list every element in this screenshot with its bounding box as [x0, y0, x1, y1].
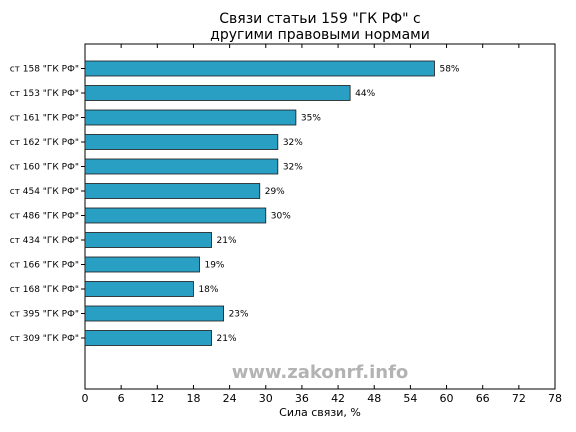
bar	[84, 305, 224, 322]
x-tick-label: 78	[548, 392, 562, 405]
category-label: ст 162 "ГК РФ"	[10, 138, 79, 148]
category-label: ст 166 "ГК РФ"	[10, 261, 79, 271]
x-tick-label: 54	[403, 392, 417, 405]
x-tick-label: 48	[367, 392, 381, 405]
bar	[84, 281, 194, 297]
x-axis-ticks: 0 6 12 18 24 30 36 42 48 54 60 66 72 78	[82, 44, 562, 405]
category-label: ст 160 "ГК РФ"	[10, 163, 79, 173]
x-tick-label: 6	[118, 392, 125, 405]
category-label: ст 454 "ГК РФ"	[10, 187, 79, 197]
value-label: 23%	[229, 310, 249, 320]
value-label: 19%	[204, 261, 224, 271]
value-label: 21%	[217, 334, 237, 344]
watermark-text: www.zakonrf.info	[232, 362, 409, 383]
chart-title-line-2: другими правовыми нормами	[210, 27, 430, 43]
category-label: ст 309 "ГК РФ"	[10, 334, 79, 344]
category-label: ст 486 "ГК РФ"	[10, 212, 79, 222]
bar	[84, 207, 267, 224]
bar	[84, 330, 212, 346]
category-label: ст 434 "ГК РФ"	[10, 236, 79, 246]
category-label: ст 168 "ГК РФ"	[10, 285, 79, 295]
value-label: 29%	[265, 187, 285, 197]
category-label: ст 395 "ГК РФ"	[10, 310, 79, 320]
x-tick-label: 0	[82, 392, 89, 405]
value-label: 32%	[283, 163, 303, 173]
x-tick-label: 18	[186, 392, 200, 405]
value-label: 44%	[355, 89, 375, 99]
x-tick-label: 24	[223, 392, 237, 405]
x-tick-label: 12	[150, 392, 164, 405]
value-label: 30%	[271, 212, 291, 222]
bar	[84, 109, 297, 126]
value-label: 35%	[301, 114, 321, 124]
bar	[84, 158, 279, 175]
bar	[84, 183, 261, 199]
x-tick-label: 30	[259, 392, 273, 405]
x-axis-label: Сила связи, %	[279, 406, 361, 419]
category-label: ст 153 "ГК РФ"	[10, 89, 79, 99]
value-label: 58%	[439, 65, 459, 75]
x-tick-label: 72	[512, 392, 526, 405]
value-label: 21%	[217, 236, 237, 246]
x-tick-label: 42	[331, 392, 345, 405]
chart-title-line-1: Связи статьи 159 "ГК РФ" с	[219, 11, 420, 27]
value-label: 18%	[198, 285, 218, 295]
value-label: 32%	[283, 138, 303, 148]
category-label: ст 158 "ГК РФ"	[10, 65, 79, 75]
x-tick-label: 66	[476, 392, 490, 405]
bar	[84, 60, 435, 77]
bar	[84, 85, 351, 101]
category-label: ст 161 "ГК РФ"	[10, 114, 79, 124]
bar	[84, 256, 200, 273]
bar	[84, 134, 279, 150]
x-tick-label: 60	[440, 392, 454, 405]
bars-group: ст 158 "ГК РФ" 58% ст 153 "ГК РФ" 44% ст 161…	[10, 60, 460, 346]
x-tick-label: 36	[295, 392, 309, 405]
bar	[84, 232, 212, 248]
